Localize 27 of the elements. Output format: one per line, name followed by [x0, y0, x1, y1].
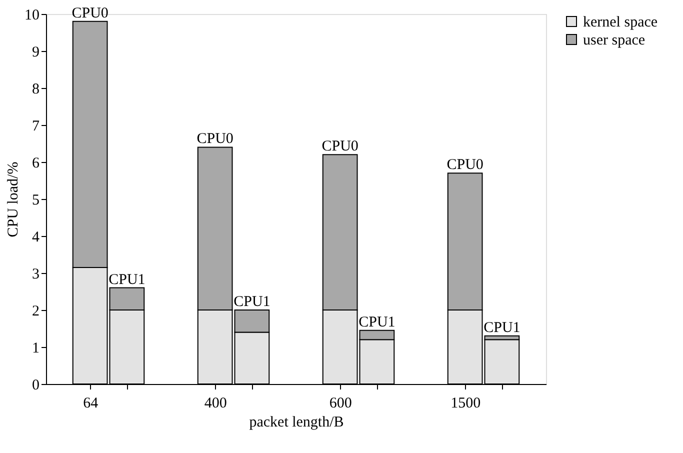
y-tick-label: 4: [32, 230, 40, 246]
y-axis-title: CPU load/%: [6, 162, 22, 238]
y-tick-label: 1: [32, 340, 40, 356]
x-tick-label: 64: [83, 396, 99, 412]
x-tick-label: 600: [329, 396, 352, 412]
annotation: CPU0: [72, 5, 108, 22]
y-tick-label: 5: [32, 192, 40, 208]
annotation: CPU1: [234, 294, 270, 310]
y-tick-label: 3: [32, 266, 40, 282]
x-tick-label: 400: [204, 396, 227, 412]
y-tick-label: 7: [32, 118, 40, 134]
x-tick-label: 1500: [450, 396, 481, 412]
annotation: CPU1: [484, 320, 520, 336]
x-axis-title: packet length/B: [249, 414, 344, 430]
annotation: CPU1: [108, 272, 146, 288]
y-tick-label: 8: [32, 82, 40, 98]
annotation: CPU0: [322, 138, 358, 155]
y-tick-label: 2: [32, 304, 40, 320]
annotation: CPU1: [358, 314, 396, 330]
legend-label: user space: [583, 32, 646, 48]
y-tick-label: 6: [32, 156, 40, 172]
annotation: CPU0: [196, 131, 234, 148]
y-tick-label: 10: [24, 8, 40, 24]
y-tick-label: 9: [32, 44, 40, 60]
legend-label: kernel space: [583, 14, 658, 30]
annotation: CPU0: [446, 157, 484, 174]
y-tick-label: 0: [32, 378, 40, 394]
